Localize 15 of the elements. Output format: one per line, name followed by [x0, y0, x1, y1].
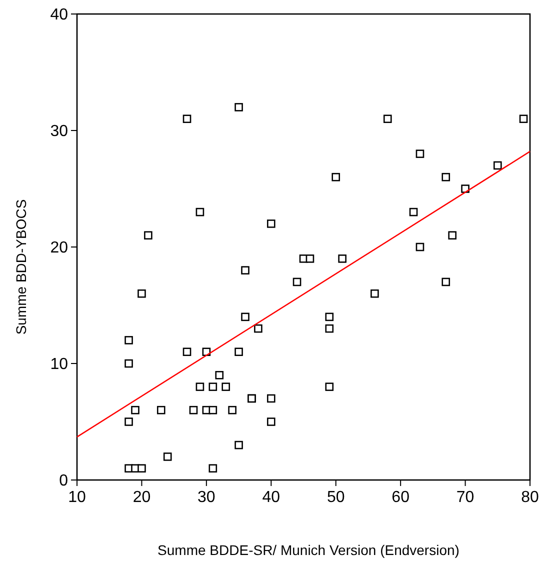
x-axis-title: Summe BDDE-SR/ Munich Version (Endversion) — [158, 542, 460, 558]
x-tick-label: 20 — [132, 489, 151, 506]
y-tick-label: 30 — [50, 123, 68, 140]
x-tick-label: 80 — [521, 489, 539, 506]
x-tick-label: 30 — [198, 489, 216, 506]
y-tick-label: 10 — [50, 356, 68, 374]
y-tick-label: 40 — [50, 6, 68, 24]
y-axis-title: Summe BDD-YBOCS — [13, 199, 29, 335]
x-tick-label: 10 — [68, 489, 86, 506]
x-tick-label: 70 — [456, 489, 474, 506]
x-tick-label: 50 — [326, 489, 345, 506]
x-tick-label: 60 — [392, 489, 410, 506]
x-tick-label: 40 — [262, 489, 280, 506]
y-tick-label: 20 — [50, 240, 68, 257]
y-tick-label: 0 — [59, 472, 68, 490]
